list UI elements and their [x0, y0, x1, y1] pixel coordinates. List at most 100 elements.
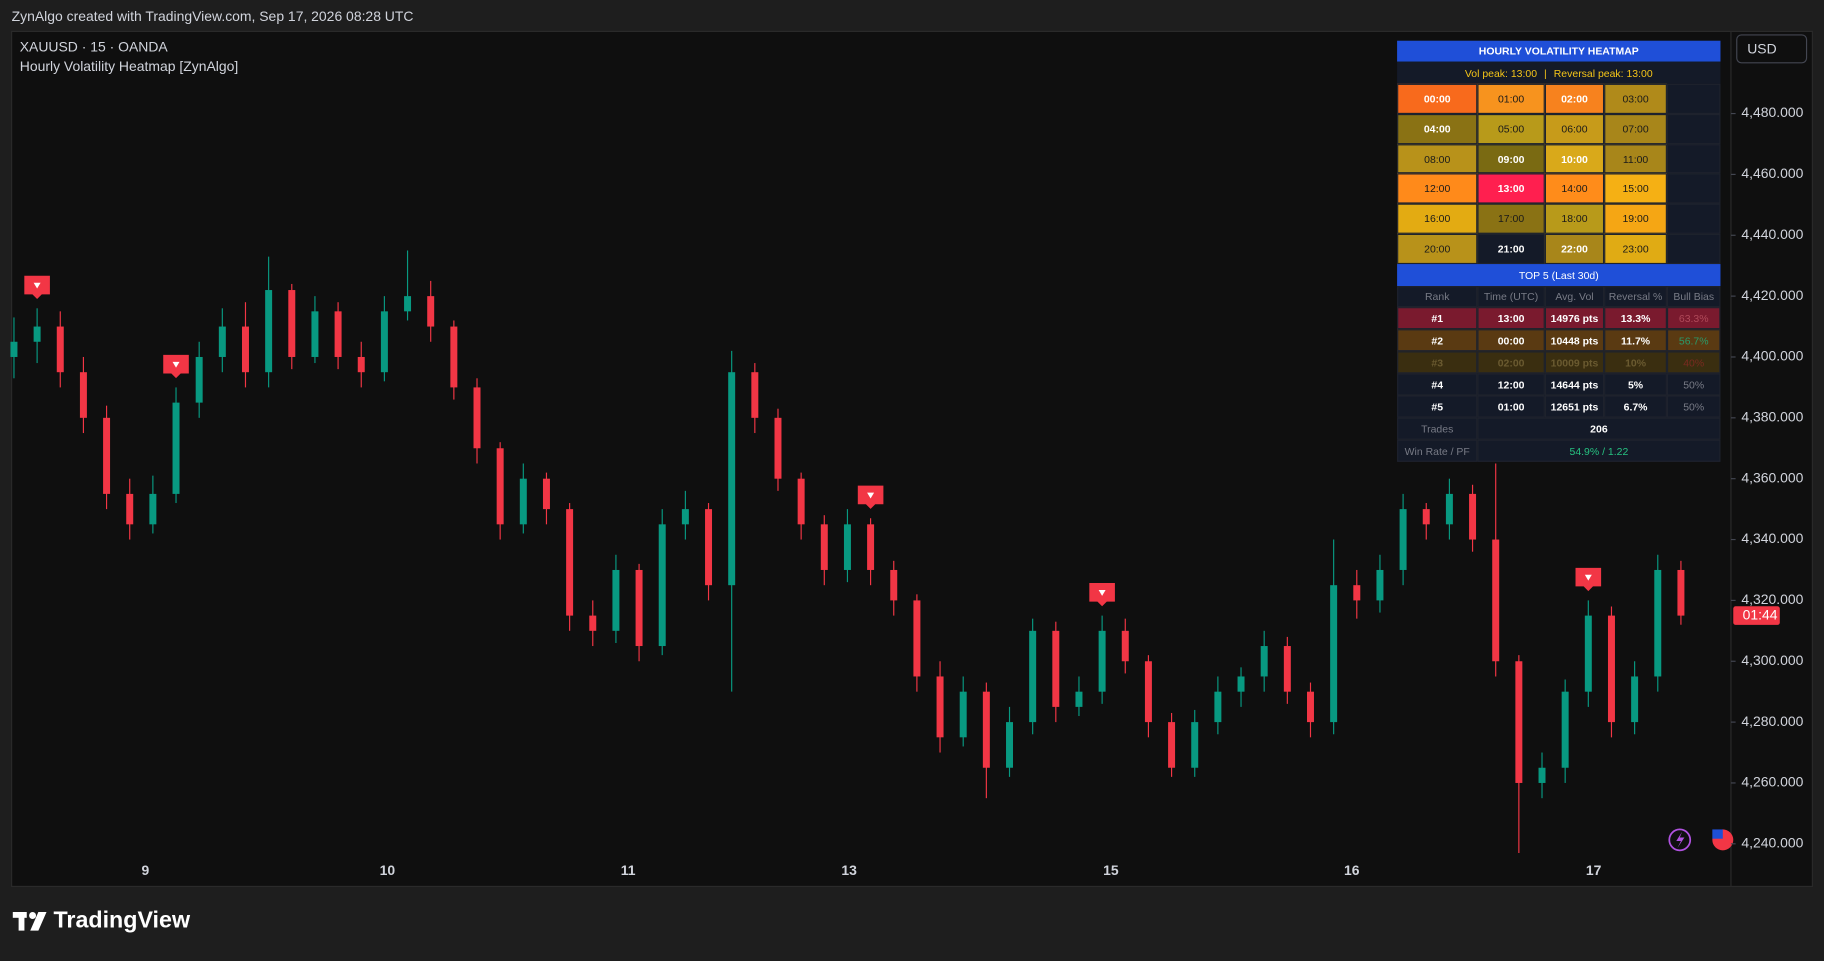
- candle-body: [1214, 691, 1222, 723]
- candle-body: [681, 509, 689, 525]
- column-header: Reversal %: [1604, 286, 1667, 308]
- candle-body: [1168, 722, 1176, 768]
- y-tick-label: 4,380.000: [1741, 409, 1803, 425]
- rank-cell: 01:00: [1477, 395, 1545, 418]
- candle-body: [1538, 767, 1546, 783]
- candle-body: [566, 509, 574, 616]
- candle-body: [1584, 615, 1592, 692]
- x-tick-label: 9: [142, 862, 150, 878]
- candle-body: [890, 569, 898, 601]
- x-tick-label: 13: [841, 862, 857, 878]
- heat-cell: 17:00: [1477, 203, 1545, 234]
- signal-arrow: [1098, 590, 1106, 596]
- candle-body: [913, 600, 921, 677]
- candle-body: [1492, 539, 1500, 662]
- candle-body: [1237, 676, 1245, 692]
- trades-label: Trades: [1397, 417, 1478, 440]
- candle-body: [519, 478, 527, 525]
- y-tick-label: 4,300.000: [1741, 652, 1803, 668]
- candle-body: [705, 509, 713, 586]
- candle-body: [1191, 722, 1199, 768]
- candle-body: [936, 676, 944, 738]
- rank-cell: 50%: [1666, 395, 1721, 418]
- rank-cell: 11.7%: [1604, 329, 1667, 352]
- heat-empty: [1666, 173, 1721, 204]
- rank-cell: 40%: [1666, 351, 1721, 374]
- heat-cell: 10:00: [1544, 143, 1605, 174]
- candle-body: [843, 524, 851, 570]
- y-tick-label: 4,260.000: [1741, 774, 1803, 790]
- candle-body: [589, 615, 597, 631]
- column-header: Avg. Vol: [1544, 286, 1605, 308]
- candle-body: [820, 524, 828, 570]
- heat-cell: 21:00: [1477, 233, 1545, 265]
- candle-body: [982, 691, 990, 768]
- x-tick-label: 17: [1586, 862, 1602, 878]
- currency[interactable]: USD: [1747, 41, 1776, 57]
- candle-body: [1144, 661, 1152, 723]
- indicator: Hourly Volatility Heatmap [ZynAlgo]: [20, 58, 238, 74]
- winrate-label: Win Rate / PF: [1397, 439, 1478, 462]
- candle-body: [1677, 569, 1685, 616]
- column-header: Time (UTC): [1477, 286, 1545, 308]
- heat-cell: 06:00: [1544, 113, 1605, 144]
- candle-body: [357, 356, 365, 373]
- rank-cell: 00:00: [1477, 329, 1545, 352]
- heat-cell: 19:00: [1604, 203, 1667, 234]
- currency-button[interactable]: [1736, 34, 1808, 64]
- y-tick-label: 4,280.000: [1741, 713, 1803, 729]
- rank-cell: #3: [1397, 351, 1478, 374]
- rank-cell: 5%: [1604, 373, 1667, 396]
- candle-body: [1052, 630, 1060, 707]
- candle-body: [56, 326, 64, 373]
- heat-cell: 09:00: [1477, 143, 1545, 174]
- candle-body: [473, 387, 481, 449]
- top-title: TOP 5 (Last 30d): [1397, 264, 1721, 287]
- candle-body: [103, 417, 111, 494]
- candle-body: [751, 372, 759, 418]
- alert-icon[interactable]: [1668, 828, 1692, 852]
- event-flag-canton: [1712, 829, 1723, 839]
- candle-body: [334, 311, 342, 357]
- candle-body: [1561, 691, 1569, 768]
- rank-cell: 10448 pts: [1544, 329, 1605, 352]
- attribution: ZynAlgo created with TradingView.com, Se…: [12, 8, 414, 24]
- signal-arrow: [1584, 574, 1592, 581]
- candle-body: [450, 326, 458, 388]
- rank-cell: 02:00: [1477, 351, 1545, 374]
- candle-body: [774, 417, 782, 479]
- y-tick-label: 4,240.000: [1741, 835, 1803, 851]
- candle-body: [635, 569, 643, 647]
- candle-body: [172, 402, 180, 494]
- signal-arrow: [172, 361, 180, 368]
- heat-empty: [1666, 143, 1721, 174]
- symbol: XAUUSD · 15 · OANDA: [20, 38, 169, 54]
- y-tick-label: 4,440.000: [1741, 226, 1803, 242]
- candle-body: [1260, 646, 1268, 677]
- candle-body: [728, 372, 736, 586]
- candle-body: [658, 524, 666, 647]
- candle-body: [542, 478, 550, 510]
- heat-cell: 14:00: [1544, 173, 1605, 204]
- candle-body: [1306, 691, 1314, 723]
- heat-cell: 02:00: [1544, 83, 1605, 114]
- candle-body: [1469, 493, 1477, 540]
- candle-body: [288, 290, 296, 357]
- rank-cell: #4: [1397, 373, 1478, 396]
- candle-body: [1283, 646, 1291, 692]
- heat-cell: 01:00: [1477, 83, 1545, 114]
- alert-bolt: [1676, 831, 1685, 849]
- heat-cell: 12:00: [1397, 173, 1478, 204]
- countdown: 01:44: [1743, 606, 1778, 622]
- heat-cell: 18:00: [1544, 203, 1605, 234]
- rank-cell: 63.3%: [1666, 307, 1721, 330]
- peak-row: Vol peak: 13:00 | Reversal peak: 13:00: [1397, 61, 1721, 84]
- column-header: Bull Bias: [1666, 286, 1721, 308]
- x-tick-label: 16: [1344, 862, 1360, 878]
- candle-body: [1631, 676, 1639, 723]
- heat-cell: 20:00: [1397, 233, 1478, 265]
- candle-body: [1654, 569, 1662, 677]
- candle-body: [867, 524, 875, 570]
- candle-body: [1075, 691, 1083, 707]
